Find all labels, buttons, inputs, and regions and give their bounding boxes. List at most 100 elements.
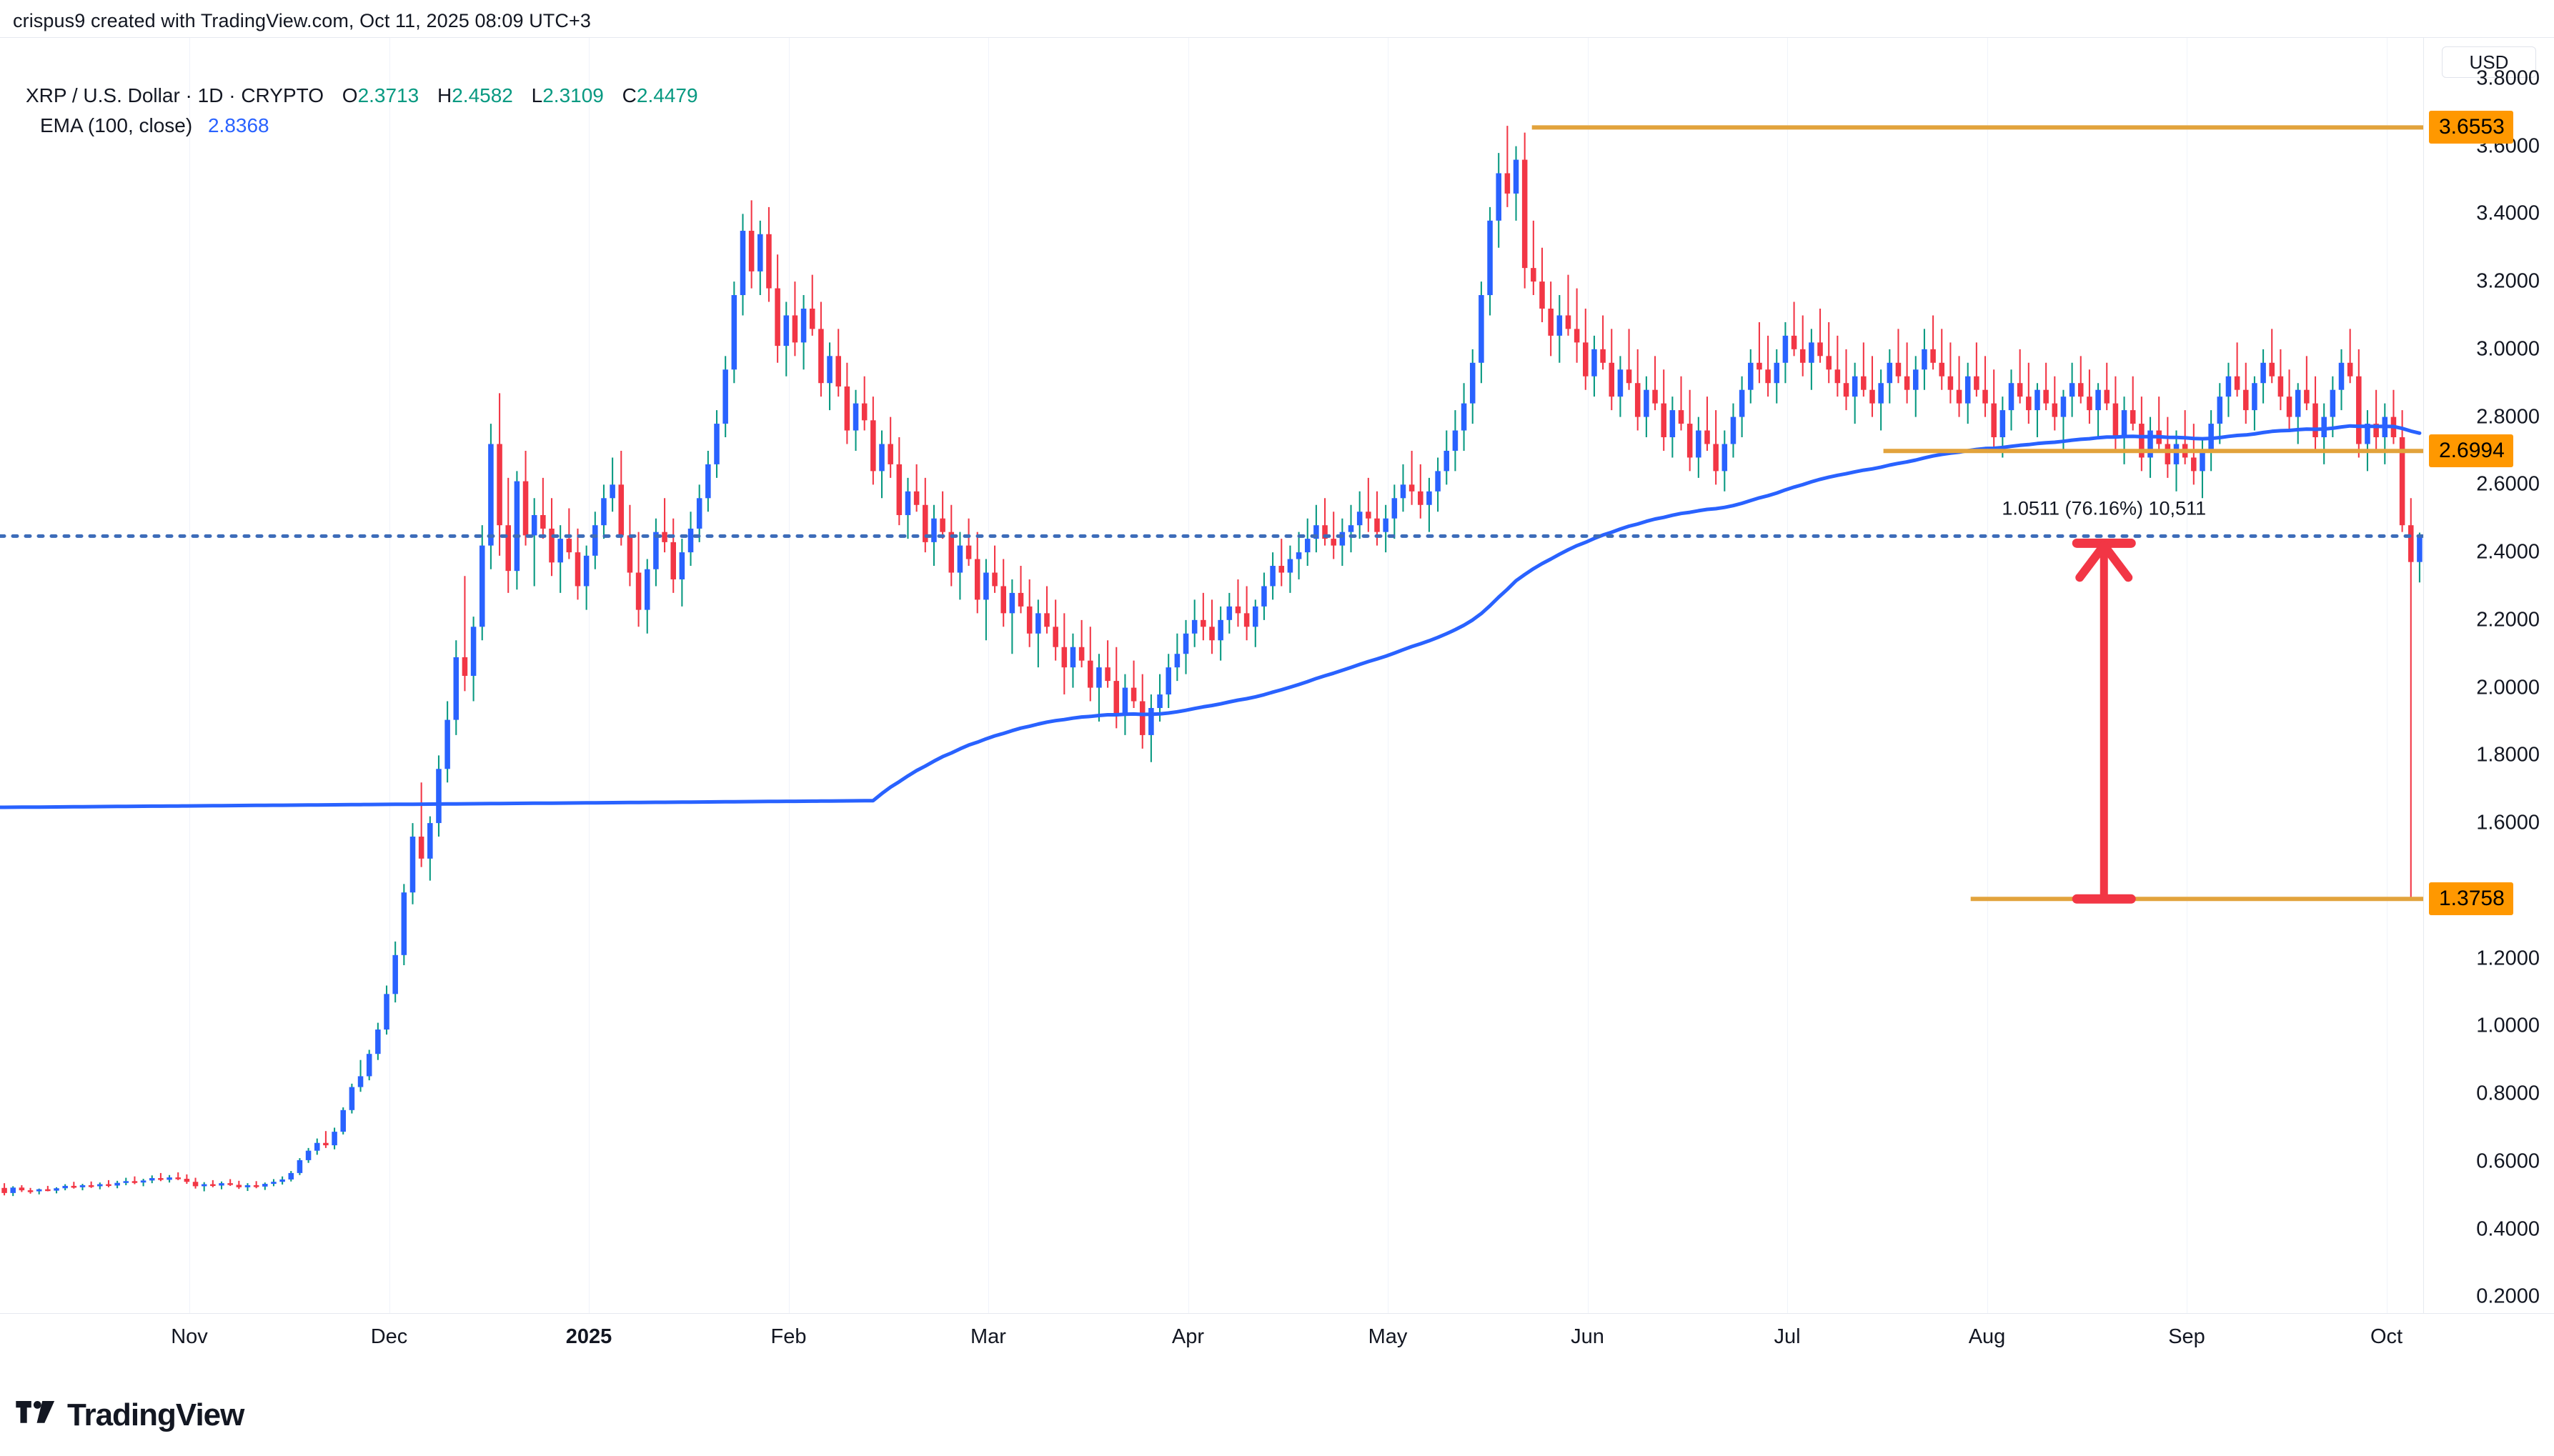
candle-body [2330, 389, 2336, 417]
candle-body [2269, 362, 2275, 377]
low-value: 2.3109 [542, 84, 604, 106]
candle-body [479, 545, 485, 627]
time-tick: Nov [171, 1325, 208, 1348]
candle-body [219, 1183, 224, 1186]
candle-body [1809, 342, 1814, 363]
tradingview-logo[interactable]: TradingView [16, 1397, 244, 1433]
legend-indicator-row[interactable]: EMA (100, close) 2.8368 [26, 112, 698, 139]
candle-body [97, 1184, 103, 1187]
candle-body [1226, 606, 1233, 620]
candle-body [2225, 376, 2232, 397]
candle-body [1686, 424, 1693, 458]
candle-body [453, 657, 459, 720]
time-tick: Feb [770, 1325, 807, 1348]
price-tick: 1.6000 [2476, 811, 2540, 834]
candle-body [644, 569, 650, 610]
candle-body [2147, 430, 2153, 458]
gridline [1787, 38, 1788, 1314]
candle-body [1053, 627, 1058, 647]
candle-body [384, 994, 389, 1030]
candle-body [1774, 362, 1780, 384]
candle-body [1174, 654, 1181, 668]
candle-body [297, 1160, 303, 1173]
candle-body [10, 1187, 16, 1193]
candle-body [896, 464, 903, 515]
measurement-arrow[interactable] [2072, 538, 2136, 904]
candle-body [323, 1142, 329, 1146]
candle-body [227, 1183, 233, 1185]
candlestick-series[interactable] [1, 126, 2423, 1197]
candle-body [800, 308, 807, 343]
candle-body [1018, 592, 1024, 607]
candle-body [1548, 308, 1554, 336]
candle-body [2242, 389, 2249, 411]
candle-body [766, 234, 772, 289]
candle-body [722, 369, 728, 424]
candle-body [184, 1178, 190, 1182]
candle-body [861, 403, 868, 421]
candle-body [1339, 532, 1346, 546]
candle-body [1791, 335, 1797, 349]
candle-body [2139, 424, 2145, 458]
candle-body [210, 1184, 216, 1187]
candle-body [1834, 369, 1841, 384]
candle-body [2260, 362, 2266, 384]
candle-body [1374, 518, 1380, 532]
candle-body [1574, 329, 1580, 343]
candle-body [1982, 389, 1988, 404]
candle-body [1287, 559, 1293, 573]
candle-body [1826, 356, 1832, 370]
candle-body [662, 532, 667, 542]
price-level-label[interactable]: 1.3758 [2429, 882, 2513, 916]
price-axis[interactable]: USD 3.8000 3.6000 3.4000 3.2000 3.0000 2.8000… [2425, 38, 2554, 1351]
candle-body [557, 539, 563, 563]
candle-body [1922, 349, 1927, 370]
candle-body [2295, 389, 2301, 417]
candle-body [2252, 383, 2257, 411]
candle-body [783, 315, 790, 346]
gridline [1987, 38, 1988, 1314]
candle-body [1861, 376, 1867, 390]
price-tick: 0.6000 [2476, 1150, 2540, 1173]
chart-pane[interactable]: 1.0511 (76.16%) 10,511 [0, 38, 2424, 1314]
candle-body [366, 1054, 372, 1077]
candle-body [566, 539, 572, 553]
candle-body [931, 518, 937, 542]
candle-body [27, 1190, 34, 1192]
time-axis[interactable]: Nov Dec 2025 Feb Mar Apr May Jun Jul Aug Sep Oct [0, 1313, 2554, 1357]
candle-body [992, 572, 998, 587]
price-plot[interactable] [0, 38, 2424, 1314]
candle-body [1704, 430, 1710, 444]
price-level-label[interactable]: 2.6994 [2429, 434, 2513, 468]
candle-body [1487, 220, 1493, 296]
candle-body [1166, 667, 1171, 695]
candle-body [2104, 389, 2110, 404]
candle-body [948, 532, 955, 573]
candle-body [409, 837, 416, 893]
candle-body [1278, 566, 1285, 573]
indicator-label: EMA (100, close) [40, 114, 193, 136]
candle-body [1852, 376, 1858, 397]
candle-body [1235, 606, 1241, 614]
candle-body [1930, 349, 1936, 363]
candle-body [470, 627, 477, 676]
candle-body [748, 231, 755, 271]
candle-body [1035, 613, 1041, 634]
price-level-label[interactable]: 3.6553 [2429, 111, 2513, 144]
legend-symbol-row: XRP / U.S. Dollar · 1D · CRYPTO O2.3713 … [26, 82, 698, 109]
candle-body [1331, 539, 1336, 546]
currency-chip[interactable]: USD [2442, 46, 2536, 78]
candle-body [679, 552, 685, 579]
candle-body [618, 484, 625, 536]
candle-body [1730, 417, 1736, 444]
candle-body [436, 769, 442, 824]
candle-body [244, 1185, 251, 1187]
time-tick: Dec [370, 1325, 408, 1348]
candle-body [575, 552, 581, 587]
candle-body [775, 288, 780, 346]
candle-body [1261, 586, 1267, 607]
time-tick: Oct [2370, 1325, 2403, 1348]
candle-body [913, 491, 920, 505]
price-tick: 3.8000 [2476, 66, 2540, 90]
